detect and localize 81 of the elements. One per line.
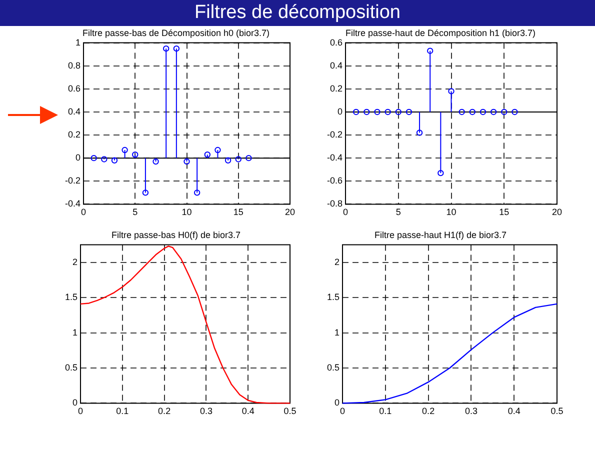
x-tick-label: 20	[552, 207, 562, 218]
y-tick-label: 0	[75, 152, 81, 163]
y-tick-label: 0.4	[330, 60, 343, 70]
x-tick-label: 0.5	[284, 406, 296, 416]
y-tick-label: 0	[72, 398, 78, 408]
x-tick-label: 0.3	[200, 406, 212, 416]
y-tick-label: 2	[72, 256, 78, 267]
chart-title: Filtre passe-bas H0(f) de bior3.7	[111, 230, 241, 240]
y-tick-label: 1	[72, 327, 78, 338]
y-tick-label: -0.4	[64, 198, 81, 209]
point	[458, 108, 465, 116]
y-tick-label: 0.6	[68, 83, 81, 94]
y-tick-label: 0.2	[330, 83, 343, 94]
x-tick-label: 0.3	[464, 406, 478, 416]
point	[501, 108, 508, 116]
point	[184, 158, 190, 165]
x-tick-label: 5	[132, 207, 138, 218]
point	[173, 45, 180, 52]
y-tick-label: 1	[75, 37, 81, 48]
x-tick-label: 20	[284, 207, 296, 218]
chart-title: Filtre passe-haut H1(f) de bior3.7	[374, 230, 507, 240]
point	[448, 88, 454, 94]
y-tick-label: 1.5	[326, 292, 340, 302]
point	[490, 108, 497, 116]
x-tick-label: 15	[499, 207, 510, 218]
point	[224, 157, 232, 164]
y-tick-label: 0.2	[68, 130, 81, 140]
point	[122, 146, 128, 154]
x-tick-label: 5	[396, 207, 401, 218]
x-tick-label: 0.1	[116, 406, 129, 416]
text: Filtres de décomposition	[0, 0, 595, 26]
point	[246, 154, 252, 162]
chart-title: Filtre passe-haut de Décomposition h1 (bior3.7)	[345, 28, 536, 38]
point	[152, 158, 159, 165]
point	[90, 154, 97, 162]
point	[384, 108, 391, 116]
point	[374, 108, 380, 116]
point	[111, 157, 118, 164]
x-tick-label: 0.5	[550, 406, 564, 416]
point	[480, 108, 486, 116]
y-tick-label: 0.4	[68, 106, 81, 116]
y-tick-label: -0.2	[64, 176, 81, 186]
point	[163, 45, 170, 52]
point	[406, 108, 412, 116]
y-tick-label: -0.6	[326, 176, 343, 186]
x-tick-label: 0.2	[422, 406, 435, 416]
y-tick-label: -0.8	[326, 198, 343, 209]
y-tick-label: -0.4	[326, 152, 343, 163]
y-tick-label: 2	[334, 256, 340, 267]
point	[512, 108, 518, 116]
y-tick-label: 0.8	[68, 60, 81, 70]
x-tick-label: 0.4	[242, 406, 254, 416]
point	[214, 146, 221, 154]
point	[416, 130, 423, 136]
y-tick-label: 0.6	[330, 37, 343, 48]
point	[132, 152, 138, 158]
y-tick-label: 1.5	[64, 292, 78, 302]
point	[364, 108, 370, 116]
x-tick-label: 0.4	[508, 406, 520, 416]
x-tick-label: 10	[182, 207, 192, 218]
point	[101, 156, 108, 162]
x-tick-label: 0.2	[158, 406, 171, 416]
point	[438, 170, 444, 176]
point	[194, 190, 200, 196]
point	[469, 108, 476, 116]
x-tick-label: 15	[233, 207, 244, 218]
point	[395, 108, 402, 116]
chart-title: Filtre passe-bas de Décomposition h0 (bior3.7)	[82, 28, 270, 38]
y-tick-label: 0.5	[326, 362, 340, 372]
y-tick-label: 0.5	[64, 362, 78, 372]
x-tick-label: 10	[446, 207, 456, 218]
point	[204, 152, 211, 158]
point	[352, 108, 360, 116]
y-tick-label: -0.2	[326, 130, 343, 140]
point	[235, 156, 242, 162]
y-tick-label: 0	[337, 106, 343, 116]
x-tick-label: 0.1	[379, 406, 392, 416]
point	[427, 48, 434, 54]
point	[142, 190, 149, 196]
y-tick-label: 0	[334, 398, 340, 408]
y-tick-label: 1	[334, 327, 340, 338]
